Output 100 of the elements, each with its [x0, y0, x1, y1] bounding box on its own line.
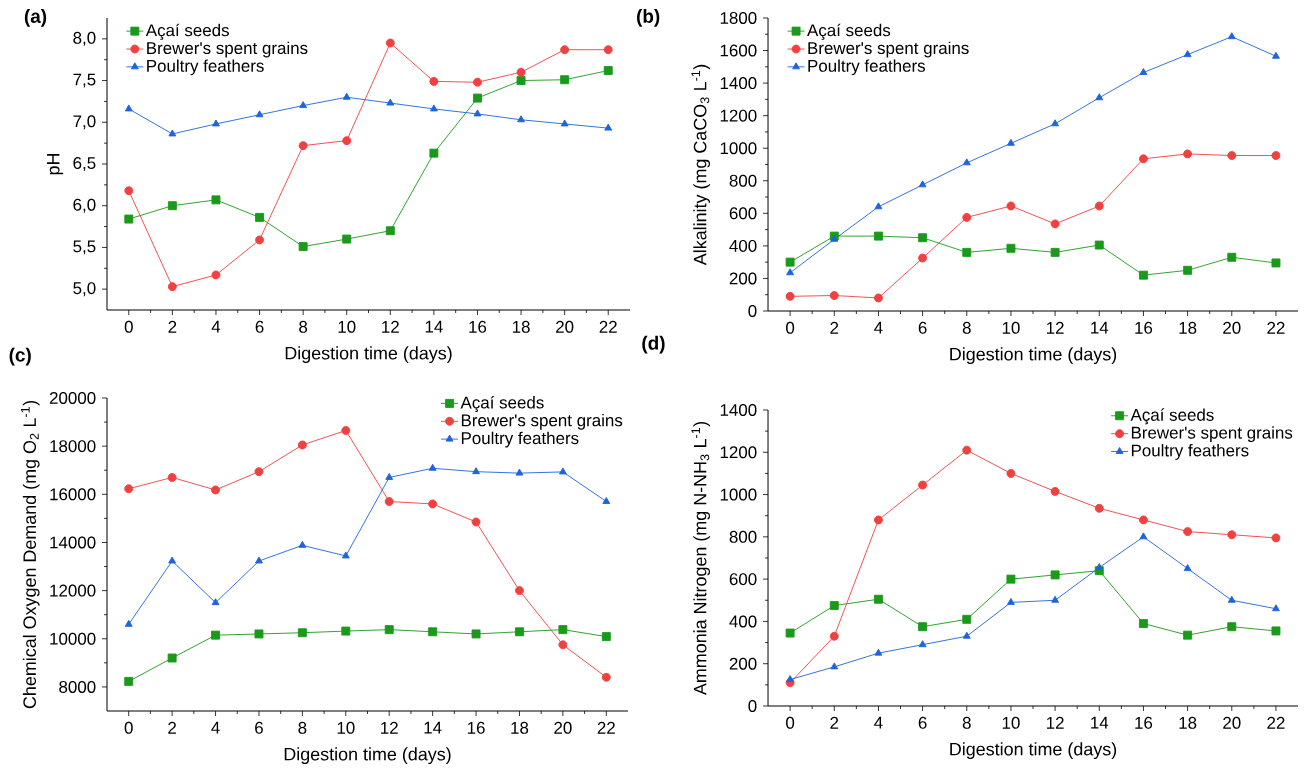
point — [211, 195, 221, 205]
point — [1183, 149, 1193, 159]
point — [428, 499, 438, 509]
point — [1227, 530, 1237, 540]
point — [1095, 563, 1104, 570]
y-tick-label: 400 — [729, 615, 757, 628]
point — [167, 282, 177, 292]
point — [785, 291, 795, 301]
point — [1272, 604, 1280, 612]
point — [829, 601, 839, 611]
y-tick-label: 7,5 — [73, 73, 96, 88]
point — [255, 556, 263, 564]
chart-title: (d) — [642, 335, 665, 354]
point — [603, 66, 613, 75]
point — [254, 629, 264, 639]
point — [167, 473, 177, 482]
chart-title: (c) — [9, 347, 31, 366]
point — [297, 440, 307, 450]
x-axis-title: Digestion time (days) — [950, 742, 1117, 760]
y-tick-label: 800 — [729, 174, 757, 187]
x-tick-label: 20 — [1223, 716, 1241, 729]
x-tick-label: 0 — [786, 716, 795, 729]
point — [1227, 595, 1236, 603]
point — [516, 76, 526, 86]
point — [830, 662, 839, 670]
legend-label: Brewer's spent grains — [808, 41, 969, 58]
point — [211, 485, 220, 495]
y-tick-label: 1600 — [720, 44, 757, 57]
y-tick-label: 1200 — [720, 446, 757, 459]
point — [558, 640, 568, 650]
x-tick-label: 8 — [298, 721, 307, 734]
point — [1139, 619, 1148, 628]
point — [1139, 154, 1148, 164]
point — [471, 629, 481, 639]
legend-label: Açaí seeds — [807, 23, 891, 40]
point — [1183, 265, 1193, 275]
point — [560, 119, 569, 127]
x-tick-label: 2 — [168, 320, 177, 333]
point — [386, 98, 395, 106]
x-tick-label: 20 — [554, 721, 572, 734]
point — [211, 630, 220, 640]
x-tick-label: 18 — [1179, 716, 1197, 729]
point — [124, 619, 133, 627]
point — [211, 270, 221, 280]
point — [785, 628, 795, 638]
point — [1006, 574, 1016, 584]
point — [516, 67, 526, 77]
point — [786, 268, 795, 276]
point — [1272, 51, 1280, 59]
point — [1183, 50, 1192, 58]
point — [124, 104, 133, 112]
y-tick-label: 800 — [729, 530, 757, 543]
x-tick-label: 10 — [337, 721, 355, 734]
point — [601, 672, 611, 682]
point — [341, 626, 351, 636]
point — [873, 515, 883, 525]
x-tick-label: 2 — [830, 716, 839, 729]
point — [254, 467, 264, 477]
x-axis-title: Digestion time (days) — [284, 747, 451, 765]
point — [1094, 201, 1104, 211]
point — [601, 632, 611, 642]
point — [918, 253, 928, 263]
point — [1006, 468, 1016, 478]
point — [342, 92, 351, 100]
x-tick-label: 12 — [1046, 716, 1064, 729]
x-tick-label: 2 — [830, 321, 839, 334]
x-tick-label: 20 — [556, 320, 574, 333]
point — [1139, 532, 1148, 540]
x-tick-label: 18 — [1179, 321, 1197, 334]
y-tick-label: 1200 — [720, 109, 757, 122]
point — [429, 104, 438, 112]
point — [1094, 503, 1104, 513]
legend-label: Açaí seeds — [1130, 408, 1214, 425]
point — [1227, 252, 1237, 262]
y-tick-label: 400 — [729, 239, 757, 252]
point — [918, 622, 928, 632]
x-tick-label: 8 — [962, 321, 971, 334]
point — [874, 202, 883, 210]
point — [517, 115, 525, 123]
x-tick-label: 6 — [918, 716, 927, 729]
x-tick-label: 8 — [299, 320, 308, 333]
point — [1050, 247, 1060, 257]
point — [1271, 258, 1281, 268]
point — [168, 129, 177, 137]
y-tick-label: 5,0 — [73, 282, 96, 297]
y-tick-label: 10000 — [50, 632, 96, 645]
legend-label: Poultry feathers — [461, 431, 579, 448]
legend-label: Açaí seeds — [145, 23, 229, 40]
point — [429, 148, 439, 158]
point — [1183, 527, 1193, 537]
x-tick-label: 16 — [469, 320, 487, 333]
point — [1271, 533, 1281, 543]
y-tick-label: 18000 — [50, 440, 96, 453]
point — [1050, 486, 1060, 496]
y-tick-label: 5,5 — [73, 240, 96, 255]
y-tick-label: 16000 — [50, 488, 96, 501]
y-axis-title: pH — [47, 153, 64, 175]
x-tick-label: 0 — [786, 321, 795, 334]
x-axis-title: Digestion time (days) — [950, 347, 1117, 365]
y-tick-label: 6,0 — [73, 198, 96, 213]
